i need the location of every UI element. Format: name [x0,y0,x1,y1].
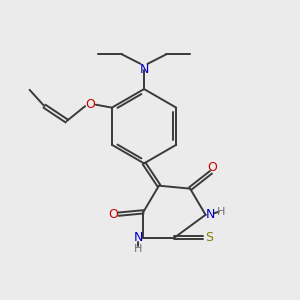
Text: N: N [140,63,149,76]
Text: O: O [85,98,95,111]
Text: N: N [134,231,143,244]
Text: S: S [205,231,213,244]
Text: O: O [208,161,218,174]
Text: H: H [134,244,142,254]
Text: N: N [206,208,216,221]
Text: O: O [108,208,118,221]
Text: H: H [217,207,225,217]
